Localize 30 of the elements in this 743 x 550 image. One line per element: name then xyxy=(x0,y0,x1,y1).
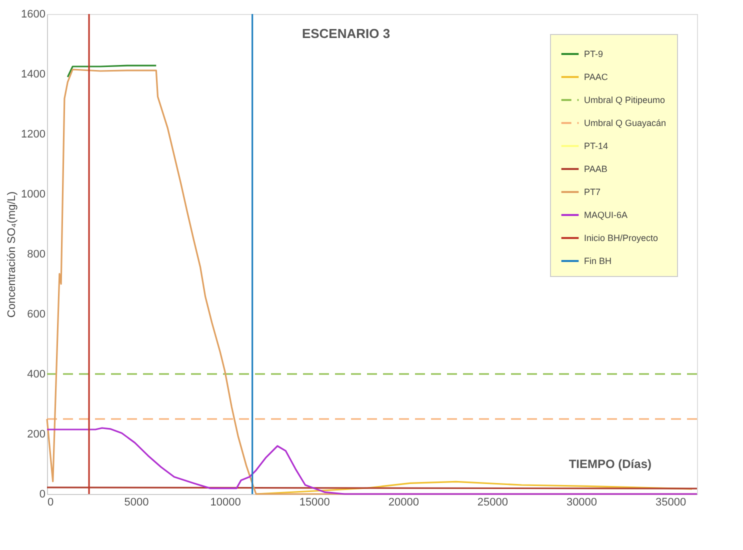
legend-label: Inicio BH/Proyecto xyxy=(584,233,658,243)
y-tick-label: 1400 xyxy=(21,68,46,80)
x-tick-label: 0 xyxy=(48,496,54,508)
x-tick-label: 20000 xyxy=(388,496,419,508)
y-tick-label: 1600 xyxy=(21,8,46,20)
y-tick-label: 200 xyxy=(27,428,46,440)
y-tick-label: 600 xyxy=(27,308,46,320)
x-tick-label: 10000 xyxy=(210,496,241,508)
y-axis-title: Concentración SO₄(mg/L) xyxy=(6,191,18,318)
y-tick-label: 800 xyxy=(27,248,46,260)
legend-label: PAAC xyxy=(584,72,608,82)
x-tick-label: 25000 xyxy=(477,496,508,508)
legend-label: Umbral Q Guayacán xyxy=(584,118,666,128)
legend-label: Fin BH xyxy=(584,256,612,266)
y-tick-label: 0 xyxy=(39,488,46,500)
y-tick-label: 1200 xyxy=(21,128,46,140)
legend-label: PT-9 xyxy=(584,49,604,59)
legend-label: MAQUI-6A xyxy=(584,210,628,220)
text: ESCENARIO 3 xyxy=(302,26,390,41)
x-tick-label: 15000 xyxy=(299,496,330,508)
legend-label: PAAB xyxy=(584,164,608,174)
y-tick-label: 1000 xyxy=(21,188,46,200)
legend-label: PT7 xyxy=(584,187,601,197)
legend-label: PT-14 xyxy=(584,141,608,151)
x-axis-title: TIEMPO (Días) xyxy=(568,457,652,471)
y-tick-label: 400 xyxy=(27,368,46,380)
x-tick-label: 5000 xyxy=(124,496,149,508)
x-tick-label: 35000 xyxy=(655,496,686,508)
legend-label: Umbral Q Pitipeumo xyxy=(584,95,666,105)
x-tick-label: 30000 xyxy=(566,496,598,508)
